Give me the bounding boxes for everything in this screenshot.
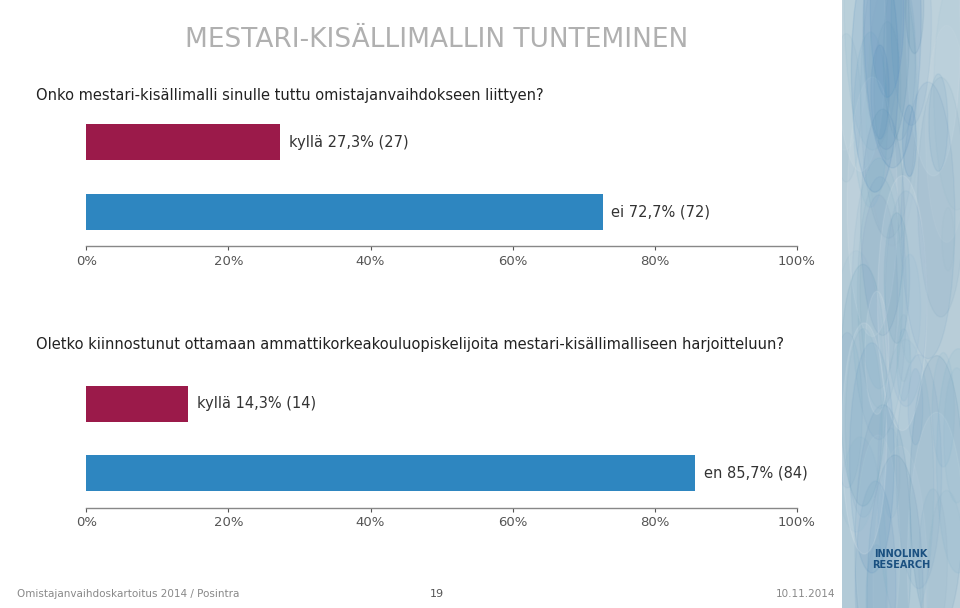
Text: MESTARI-KISÄLLIMALLIN TUNTEMINEN: MESTARI-KISÄLLIMALLIN TUNTEMINEN <box>185 27 688 54</box>
Text: INNOLINK
RESEARCH: INNOLINK RESEARCH <box>872 548 930 570</box>
Circle shape <box>897 354 942 589</box>
Circle shape <box>832 333 862 488</box>
Circle shape <box>882 428 900 518</box>
Circle shape <box>861 109 904 336</box>
Circle shape <box>891 0 931 125</box>
Circle shape <box>867 455 924 608</box>
Circle shape <box>836 0 886 171</box>
Text: 19: 19 <box>430 589 444 599</box>
Bar <box>86 193 603 230</box>
Text: ei 72,7% (72): ei 72,7% (72) <box>612 204 710 219</box>
Circle shape <box>850 343 895 573</box>
Circle shape <box>910 356 960 608</box>
Text: en 85,7% (84): en 85,7% (84) <box>704 466 807 480</box>
Circle shape <box>852 0 899 192</box>
Circle shape <box>934 0 960 210</box>
Circle shape <box>847 77 898 336</box>
Circle shape <box>834 437 887 608</box>
Circle shape <box>884 213 909 344</box>
Circle shape <box>840 264 886 506</box>
Circle shape <box>844 0 901 150</box>
Circle shape <box>897 329 911 401</box>
Text: kyllä 27,3% (27): kyllä 27,3% (27) <box>289 135 409 150</box>
Circle shape <box>905 0 924 54</box>
Circle shape <box>907 412 960 608</box>
Circle shape <box>927 491 960 608</box>
Circle shape <box>908 368 923 445</box>
Text: Oletko kiinnostunut ottamaan ammattikorkeakouluopiskelijoita mestari-kisällimall: Oletko kiinnostunut ottamaan ammattikork… <box>36 337 784 353</box>
Circle shape <box>857 177 902 409</box>
Circle shape <box>873 446 927 608</box>
Circle shape <box>906 0 960 176</box>
Circle shape <box>842 323 887 554</box>
Circle shape <box>944 368 960 503</box>
Circle shape <box>877 176 927 430</box>
Circle shape <box>902 105 917 176</box>
Bar <box>86 455 695 491</box>
Text: Onko mestari-kisällimalli sinulle tuttu omistajanvaihdokseen liittyen?: Onko mestari-kisällimalli sinulle tuttu … <box>36 88 544 103</box>
Circle shape <box>855 481 896 608</box>
Circle shape <box>845 329 882 517</box>
Circle shape <box>866 545 887 608</box>
Circle shape <box>863 0 909 150</box>
Circle shape <box>855 435 900 608</box>
Circle shape <box>929 74 948 171</box>
Text: Omistajanvaihdoskartoitus 2014 / Posintra: Omistajanvaihdoskartoitus 2014 / Posintr… <box>17 589 240 599</box>
Circle shape <box>932 353 954 467</box>
Circle shape <box>937 349 960 573</box>
Circle shape <box>865 291 889 414</box>
Circle shape <box>871 45 889 139</box>
Bar <box>86 385 188 422</box>
Circle shape <box>864 0 922 168</box>
Circle shape <box>883 0 916 140</box>
Text: 10.11.2014: 10.11.2014 <box>776 589 835 599</box>
Bar <box>86 124 280 161</box>
Circle shape <box>855 405 911 608</box>
Circle shape <box>900 254 921 363</box>
Circle shape <box>877 339 934 608</box>
Circle shape <box>885 191 927 406</box>
Circle shape <box>901 82 955 359</box>
Circle shape <box>870 0 904 97</box>
Circle shape <box>829 250 883 532</box>
Text: kyllä 14,3% (14): kyllä 14,3% (14) <box>197 396 316 411</box>
Circle shape <box>853 32 888 207</box>
Circle shape <box>852 158 906 440</box>
